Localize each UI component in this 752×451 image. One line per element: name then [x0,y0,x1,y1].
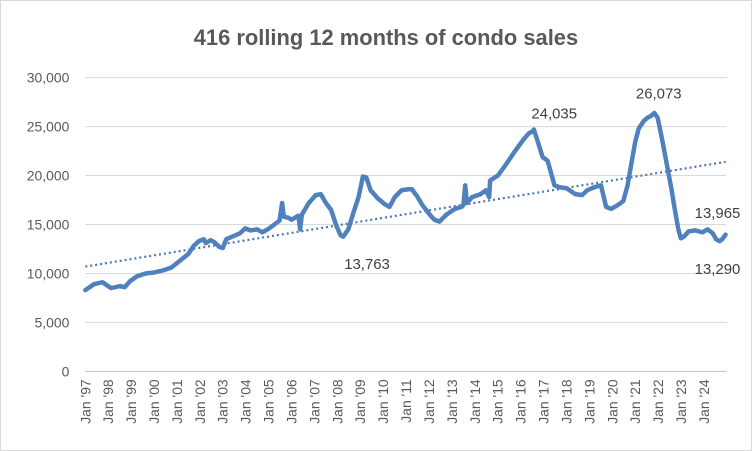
x-tick-label: Jan '08 [329,379,345,424]
x-tick-label: Jan '99 [123,379,139,424]
x-axis-ticks: Jan '97 Jan '98 Jan '99 Jan '00 Jan '01 Jan '… [77,379,712,424]
y-tick-label: 25,000 [27,119,70,135]
chart-title: 416 rolling 12 months of condo sales [194,25,578,50]
x-tick-label: Jan '15 [490,379,506,424]
x-tick-label: Jan '11 [398,379,414,423]
annotation-latest: 13,965 [695,205,741,222]
x-tick-label: Jan '12 [421,379,437,424]
x-tick-label: Jan '02 [192,379,208,424]
x-tick-label: Jan '23 [673,379,689,424]
x-tick-label: Jan '16 [513,379,529,424]
x-tick-label: Jan '00 [146,379,162,424]
y-tick-label: 20,000 [27,168,70,184]
x-tick-label: Jan '04 [238,379,254,424]
x-tick-label: Jan '98 [100,379,116,424]
trendline [85,160,726,268]
x-tick-label: Jan '05 [261,379,277,424]
x-tick-label: Jan '07 [306,379,322,424]
x-tick-label: Jan '19 [581,379,597,424]
x-tick-label: Jan '20 [604,379,620,424]
y-tick-label: 5,000 [35,314,70,330]
annotation-recent-low: 13,290 [695,261,741,278]
x-tick-label: Jan '17 [536,379,552,424]
x-tick-label: Jan '97 [77,379,93,424]
x-tick-label: Jan '01 [169,379,185,424]
annotation-peak-2022: 26,073 [636,86,682,103]
x-tick-label: Jan '22 [650,379,666,424]
y-axis-ticks: 0 5,000 10,000 15,000 20,000 25,000 30,000 [27,70,70,380]
x-tick-label: Jan '13 [444,379,460,424]
x-tick-label: Jan '21 [627,379,643,424]
y-tick-label: 30,000 [27,70,70,86]
x-tick-label: Jan '18 [558,379,574,424]
series-line-condo-sales [83,110,728,293]
y-tick-label: 10,000 [27,265,70,281]
y-tick-label: 0 [62,363,70,379]
x-tick-label: Jan '14 [467,379,483,424]
gridlines [85,77,727,323]
y-tick-label: 15,000 [27,216,70,232]
x-tick-label: Jan '09 [352,379,368,424]
x-tick-label: Jan '10 [375,379,391,424]
annotation-low-2009: 13,763 [344,256,390,273]
x-tick-label: Jan '24 [696,379,712,424]
annotation-peak-2017: 24,035 [531,105,577,122]
x-tick-label: Jan '03 [215,379,231,424]
x-tick-label: Jan '06 [283,379,299,424]
